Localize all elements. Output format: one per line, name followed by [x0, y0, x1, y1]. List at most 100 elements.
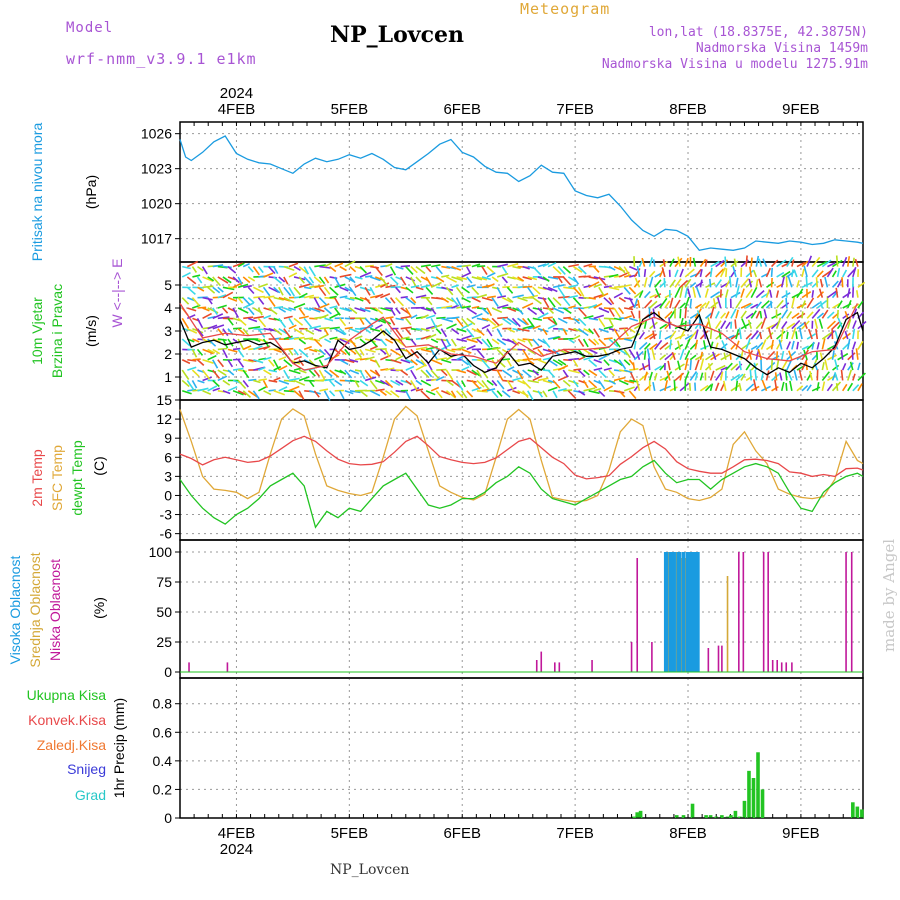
wind-arrow — [328, 379, 336, 387]
wind-arrow — [623, 359, 631, 366]
wind-arrow — [517, 358, 527, 362]
wind-arrow — [679, 285, 684, 298]
x-day-label-top: 4FEB — [218, 101, 256, 118]
wind-arrow — [818, 318, 824, 329]
wind-arrow — [542, 316, 553, 320]
wind-arrow — [359, 348, 365, 356]
wind-arrow — [760, 339, 767, 350]
wind-arrow — [628, 286, 637, 295]
wind-arrow — [588, 338, 597, 346]
wind-arrow — [400, 296, 408, 299]
wind-arrow — [283, 347, 294, 351]
wind-arrow — [379, 379, 391, 387]
cloud-axis-label-mid: Srednja Oblacnost — [27, 552, 43, 667]
wind-arrow — [715, 279, 722, 288]
cloud-bar — [651, 642, 653, 672]
temp-unit-label: (C) — [91, 456, 107, 475]
wind-arrow — [364, 376, 377, 382]
wind-arrow — [385, 273, 393, 278]
wind-arrow — [776, 259, 787, 268]
wind-arrow — [186, 380, 195, 391]
wind-arrow — [303, 345, 312, 351]
wind-arrow — [323, 390, 331, 401]
pressure-axis-label: Pritisak na nivou mora — [29, 123, 45, 262]
wind-arrow — [689, 354, 697, 361]
wind-arrow — [471, 369, 481, 377]
wind-arrow — [207, 324, 218, 330]
cloud-bar — [785, 662, 788, 672]
wind-arrow — [395, 286, 401, 294]
wind-arrow — [481, 338, 491, 349]
wind-arrow — [461, 366, 470, 371]
wind-arrow — [461, 348, 472, 354]
wind-arrow — [598, 380, 606, 390]
wind-arrow — [633, 291, 643, 299]
wind-arrow — [577, 348, 585, 358]
wind-arrow — [753, 362, 758, 371]
wind-arrow — [811, 269, 819, 278]
wind-arrow — [759, 310, 763, 319]
wind-arrow — [781, 308, 789, 319]
wind-arrow — [628, 328, 636, 334]
wind-arrow — [652, 259, 656, 267]
wind-arrow — [314, 327, 322, 332]
wind-arrow — [298, 315, 309, 320]
wind-arrow — [755, 301, 763, 309]
wind-arrow — [410, 285, 420, 289]
wind-arrow — [763, 309, 768, 319]
wind-arrow — [801, 311, 804, 319]
wind-arrow — [461, 334, 473, 340]
wind-arrow — [324, 369, 333, 377]
wind-arrow — [420, 314, 429, 320]
wind-arrow — [217, 276, 229, 284]
wind-arrow — [593, 358, 602, 364]
wind-arrow — [319, 265, 331, 269]
wind-arrow — [237, 359, 245, 368]
wind-arrow — [537, 286, 547, 291]
wind-arrow — [405, 328, 412, 336]
wind-arrow — [486, 283, 495, 289]
wind-arrow — [344, 307, 353, 312]
wind-arrow — [664, 352, 674, 361]
wind-arrow — [552, 359, 563, 366]
footer-title: NP_Lovcen — [330, 862, 410, 878]
wind-arrow — [841, 256, 848, 267]
wind-arrow — [486, 266, 495, 274]
wind-arrow — [666, 370, 671, 381]
wind-arrow — [339, 359, 349, 366]
wind-arrow — [471, 305, 480, 309]
wind-arrow — [288, 317, 295, 326]
wind-arrow — [430, 359, 443, 366]
wind-arrow — [440, 296, 450, 303]
wind-arrow — [441, 317, 454, 323]
wind-arrow — [669, 352, 677, 361]
wind-arrow — [466, 359, 472, 368]
wind-arrow — [624, 379, 635, 384]
cloud-bar — [780, 662, 783, 672]
wind-arrow — [791, 327, 797, 340]
x-day-label-top: 8FEB — [669, 101, 707, 118]
wind-arrow — [816, 382, 820, 391]
wind-arrow — [288, 262, 299, 268]
wind-arrow — [415, 346, 428, 351]
wind-arrow — [694, 329, 699, 340]
wind-arrow — [512, 294, 524, 299]
y-tick-label: 3 — [164, 468, 172, 484]
wind-arrow — [430, 281, 442, 289]
wind-arrow — [222, 265, 232, 269]
wind-arrow — [745, 333, 753, 340]
wind-arrow — [704, 300, 710, 309]
wind-arrow — [308, 307, 321, 313]
wind-arrow — [632, 362, 636, 371]
wind-arrow — [374, 369, 381, 377]
wind-arrow — [233, 327, 242, 330]
wind-arrow — [181, 359, 191, 365]
wind-arrow — [364, 348, 376, 353]
wind-arrow — [491, 297, 499, 307]
wind-arrow — [253, 286, 264, 294]
wind-arrow — [313, 338, 323, 348]
wind-arrow — [816, 260, 828, 268]
wind-arrow — [385, 338, 394, 344]
wind-arrow — [237, 262, 245, 268]
wind-arrow — [522, 325, 534, 330]
